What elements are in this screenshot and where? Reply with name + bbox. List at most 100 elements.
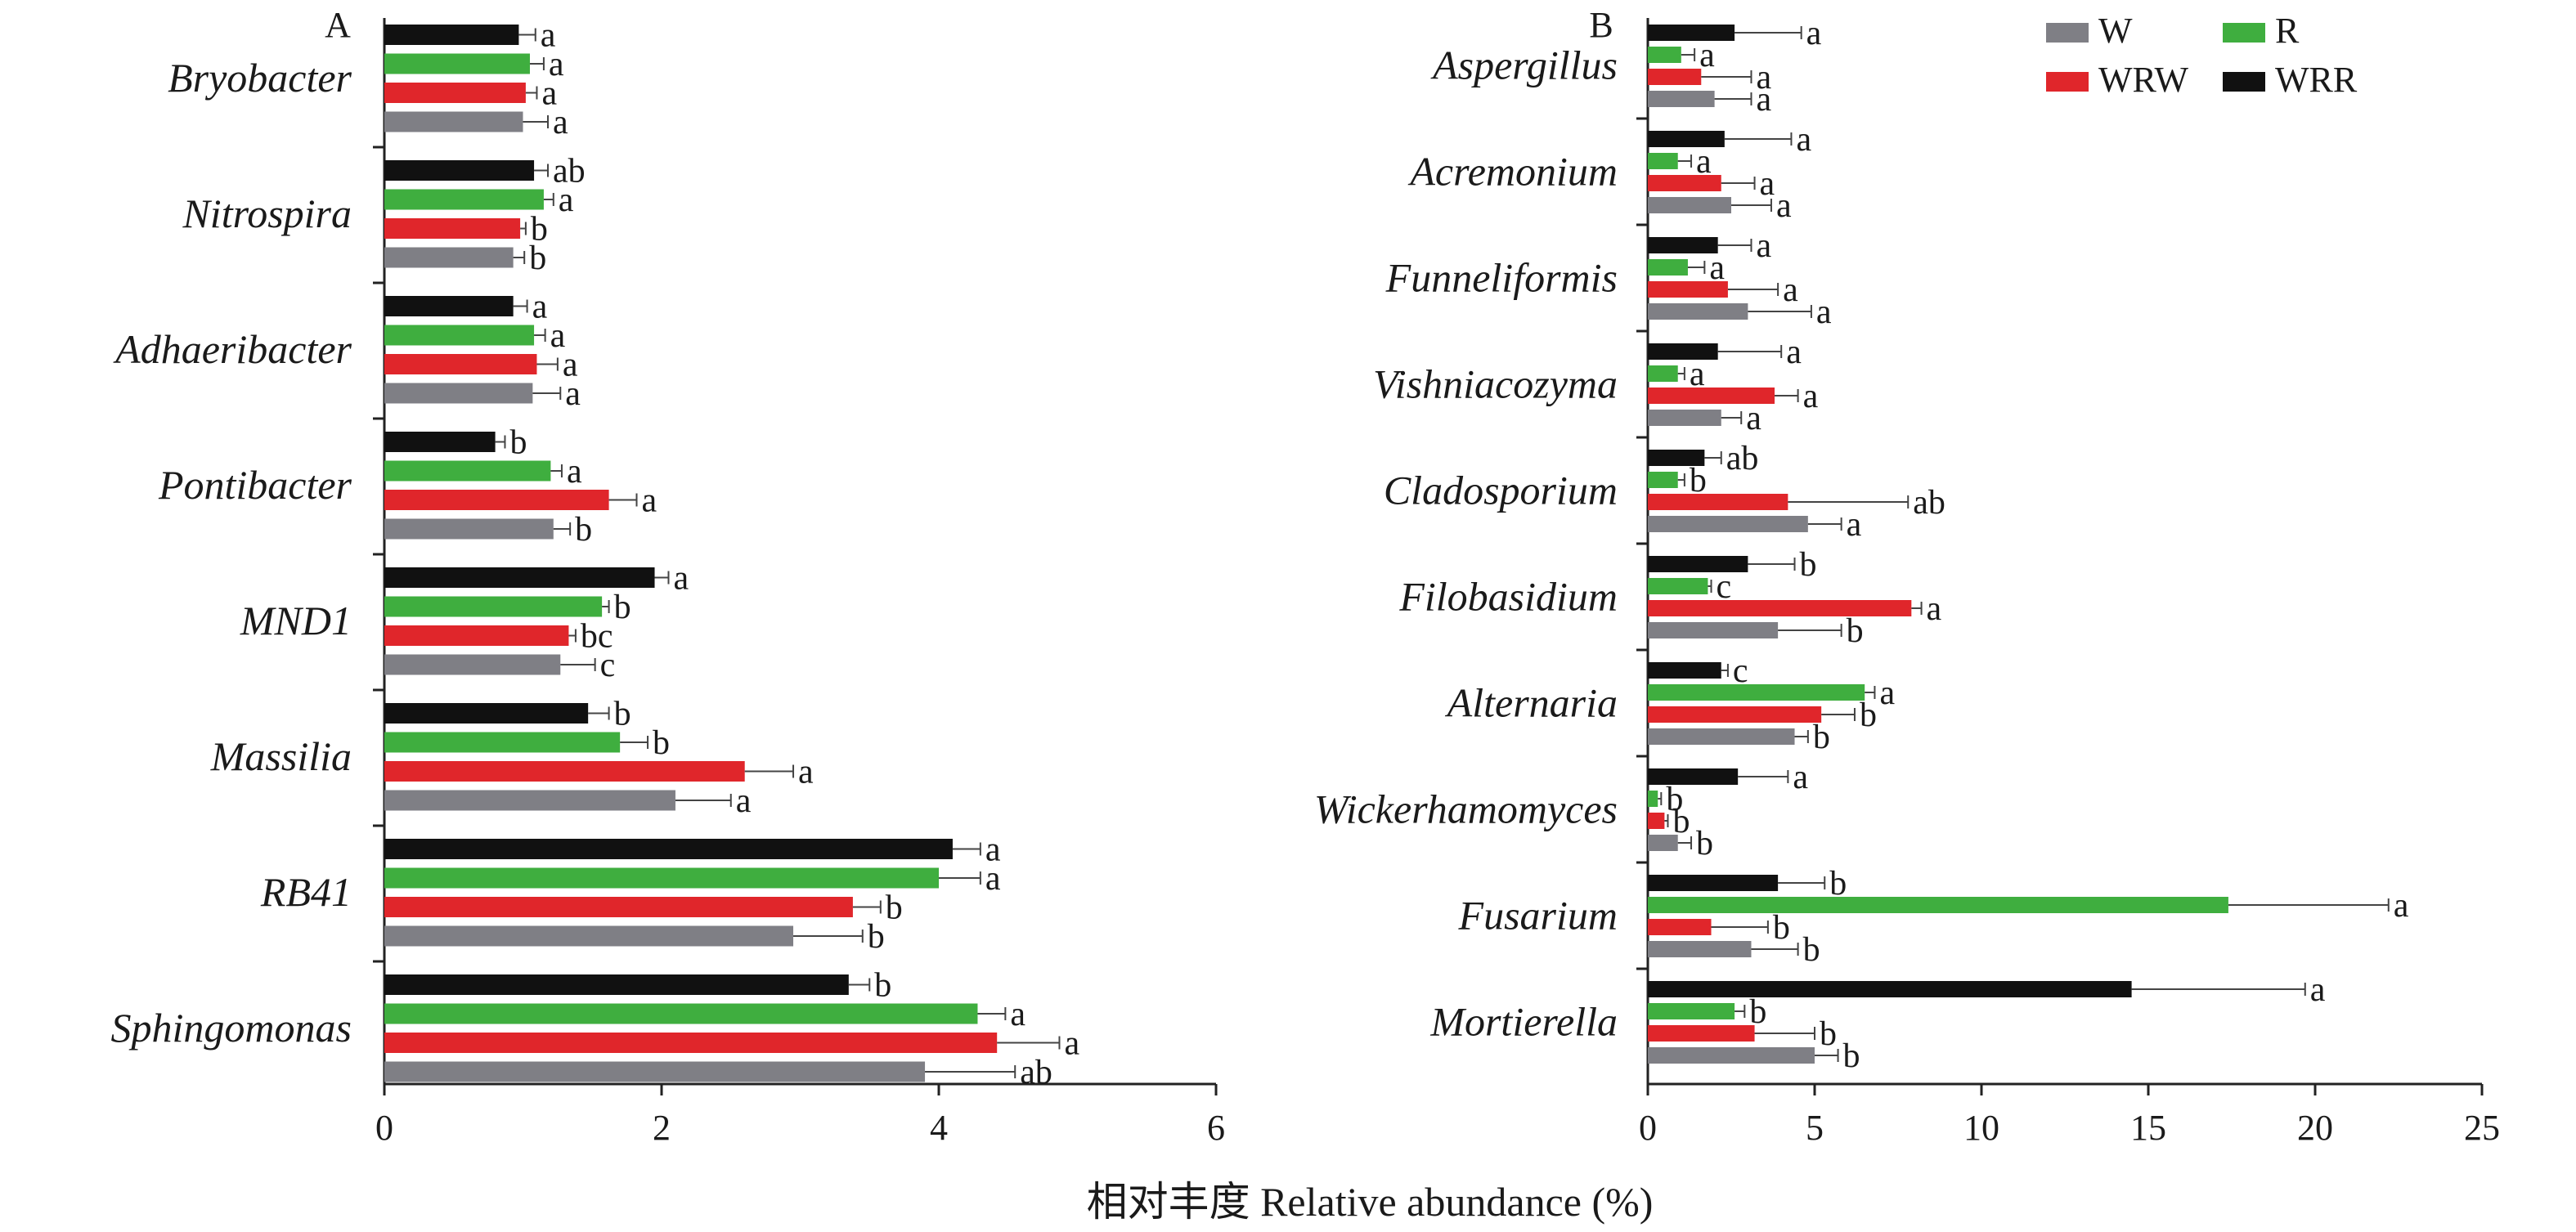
panel-b-bar-vishniacozyma-r	[1648, 365, 1678, 382]
x-axis-label: 相对丰度 Relative abundance (%)	[1087, 1179, 1654, 1225]
panel-a-sig-label-pontibacter-w: b	[575, 511, 592, 549]
panel-b-x-tick-label: 20	[2297, 1108, 2333, 1148]
panel-a-category-adhaeribacter: Adhaeribacter	[113, 326, 352, 372]
panel-b-sig-label-wickerhamomyces-r: b	[1666, 781, 1683, 818]
panel-b-bar-fusarium-wrr	[1648, 875, 1779, 891]
panel-a-bar-nitrospira-w	[384, 247, 514, 268]
panel-b-bar-mortierella-r	[1648, 1003, 1735, 1019]
panel-a-bar-massilia-w	[384, 790, 675, 811]
panel-a-sig-label-mnd1-wrr: a	[673, 560, 689, 598]
panel-b-bar-funneliformis-wrw	[1648, 281, 1728, 298]
panel-b-sig-label-acremonium-wrw: a	[1760, 165, 1775, 203]
panel-b-bar-wickerhamomyces-w	[1648, 835, 1678, 851]
panel-a-category-pontibacter: Pontibacter	[158, 462, 352, 508]
panel-b-sig-label-vishniacozyma-wrr: a	[1786, 334, 1802, 371]
panel-b-bar-aspergillus-wrr	[1648, 25, 1735, 41]
panel-b-category-aspergillus: Aspergillus	[1430, 43, 1618, 88]
panel-a-bar-adhaeribacter-r	[384, 325, 535, 346]
panel-b-sig-label-cladosporium-w: a	[1847, 506, 1862, 544]
panel-a-bar-mnd1-w	[384, 654, 561, 675]
panel-b-sig-label-mortierella-w: b	[1843, 1037, 1860, 1075]
panel-b-bar-aspergillus-wrw	[1648, 69, 1702, 85]
panel-a-bar-bryobacter-wrw	[384, 83, 526, 103]
panel-b-bar-mortierella-w	[1648, 1047, 1815, 1064]
panel-b-sig-label-funneliformis-w: a	[1816, 293, 1832, 331]
panel-b-sig-label-funneliformis-wrr: a	[1756, 227, 1771, 265]
panel-b-category-acremonium: Acremonium	[1407, 149, 1618, 195]
panel-b-sig-label-cladosporium-r: b	[1690, 462, 1707, 500]
panel-b-sig-label-wickerhamomyces-wrr: a	[1793, 759, 1808, 796]
panel-a-bar-massilia-wrr	[384, 703, 589, 724]
panel-b-category-alternaria: Alternaria	[1445, 680, 1618, 726]
panel-a-bar-bryobacter-w	[384, 111, 523, 132]
panel-b-label: B	[1589, 5, 1613, 45]
panel-b-category-mortierella: Mortierella	[1429, 999, 1618, 1045]
panel-a-sig-label-pontibacter-r: a	[567, 453, 582, 491]
panel-b-sig-label-aspergillus-wrw: a	[1756, 59, 1771, 96]
panel-b-bar-mortierella-wrw	[1648, 1025, 1755, 1042]
panel-a-label: A	[325, 5, 351, 45]
panel-b-bar-wickerhamomyces-wrr	[1648, 768, 1739, 785]
legend-swatch-wrw	[2046, 72, 2089, 92]
panel-b-bar-filobasidium-r	[1648, 578, 1708, 594]
panel-a-bar-pontibacter-wrw	[384, 490, 609, 510]
panel-b-bar-acremonium-wrr	[1648, 131, 1725, 147]
panel-b-sig-label-acremonium-w: a	[1776, 187, 1792, 225]
legend-swatch-wrr	[2223, 72, 2265, 92]
panel-a-sig-label-adhaeribacter-wrw: a	[563, 347, 578, 384]
panel-b-category-vishniacozyma: Vishniacozyma	[1373, 361, 1618, 407]
panel-a-sig-label-nitrospira-w: b	[529, 240, 546, 277]
panel-a-x-tick-label: 0	[375, 1108, 393, 1148]
panel-b-x-tick-label: 0	[1639, 1108, 1657, 1148]
panel-b-bar-alternaria-w	[1648, 728, 1795, 745]
panel-a-bar-adhaeribacter-wrr	[384, 296, 514, 316]
panel-b-bar-funneliformis-wrr	[1648, 237, 1718, 253]
panel-a-sig-label-adhaeribacter-w: a	[565, 375, 581, 413]
panel-b-bar-acremonium-wrw	[1648, 175, 1721, 191]
panel-b-bar-mortierella-wrr	[1648, 981, 2132, 997]
legend-label-wrr: WRR	[2275, 60, 2358, 100]
panel-b-bar-filobasidium-wrr	[1648, 556, 1748, 572]
panel-b-bar-cladosporium-wrw	[1648, 494, 1788, 510]
panel-b-sig-label-vishniacozyma-w: a	[1746, 400, 1761, 437]
panel-b-sig-label-fusarium-w: b	[1803, 931, 1820, 969]
panel-a-category-massilia: Massilia	[210, 733, 352, 779]
panel-a-bar-mnd1-wrw	[384, 625, 569, 646]
panel-a-bar-nitrospira-wrr	[384, 160, 535, 181]
panel-b-bar-fusarium-w	[1648, 941, 1752, 957]
panel-a-sig-label-mnd1-w: c	[600, 647, 616, 684]
panel-b-bar-cladosporium-r	[1648, 472, 1678, 488]
panel-a-x-tick-label: 2	[653, 1108, 671, 1148]
panel-b-sig-label-mortierella-wrw: b	[1820, 1015, 1837, 1053]
panel-b-bar-vishniacozyma-w	[1648, 410, 1721, 426]
panel-b-bar-wickerhamomyces-r	[1648, 791, 1658, 807]
panel-b-x-tick-label: 25	[2464, 1108, 2500, 1148]
panel-b-sig-label-fusarium-wrr: b	[1829, 865, 1847, 903]
panel-b-sig-label-fusarium-r: a	[2394, 887, 2409, 925]
panel-a-sig-label-sphingomonas-w: ab	[1020, 1054, 1052, 1091]
panel-b-sig-label-aspergillus-w: a	[1756, 81, 1771, 119]
panel-b-bar-acremonium-r	[1648, 153, 1678, 169]
panel-b-sig-label-filobasidium-w: b	[1847, 612, 1864, 650]
panel-a-bar-adhaeribacter-wrw	[384, 354, 537, 374]
panel-b-sig-label-wickerhamomyces-w: b	[1696, 825, 1713, 862]
panel-b-bar-vishniacozyma-wrr	[1648, 343, 1718, 360]
panel-a-sig-label-adhaeribacter-r: a	[550, 317, 566, 355]
panel-a-bar-sphingomonas-wrw	[384, 1033, 998, 1053]
panel-a-bar-sphingomonas-r	[384, 1003, 978, 1024]
panel-a-sig-label-pontibacter-wrr: b	[509, 424, 527, 462]
panel-b-bar-fusarium-wrw	[1648, 919, 1712, 935]
panel-b-sig-label-mortierella-r: b	[1749, 993, 1766, 1031]
panel-b-sig-label-cladosporium-wrw: ab	[1913, 484, 1945, 522]
panel-a-bar-adhaeribacter-w	[384, 383, 533, 404]
panel-b-bar-filobasidium-w	[1648, 622, 1779, 638]
panel-b-category-wickerhamomyces: Wickerhamomyces	[1314, 786, 1618, 832]
panel-b-category-cladosporium: Cladosporium	[1384, 468, 1618, 513]
panel-a-bar-bryobacter-wrr	[384, 25, 519, 45]
panel-a-bar-pontibacter-r	[384, 460, 551, 482]
panel-b-bar-alternaria-wrr	[1648, 662, 1721, 679]
panel-b-sig-label-acremonium-wrr: a	[1796, 121, 1811, 159]
panel-a-sig-label-nitrospira-r: a	[559, 181, 574, 219]
panel-a-sig-label-adhaeribacter-wrr: a	[532, 289, 548, 326]
panel-b-category-filobasidium: Filobasidium	[1398, 574, 1618, 620]
